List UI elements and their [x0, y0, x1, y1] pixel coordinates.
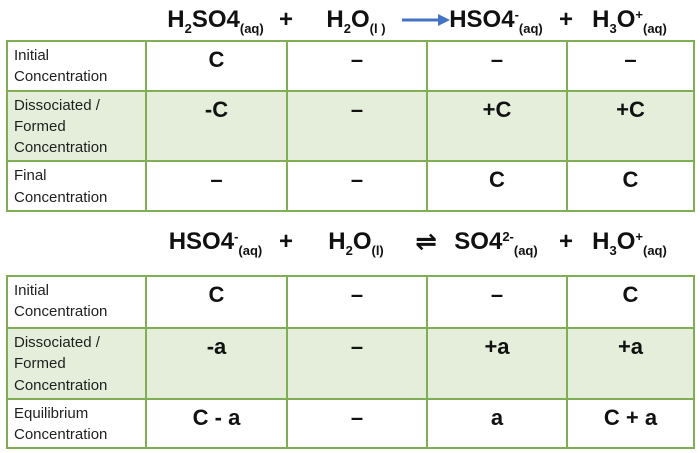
value-cell: – — [286, 89, 428, 163]
value-cell: – — [145, 160, 288, 213]
equilibrium-arrow-icon: ⇌ — [415, 227, 437, 257]
value-cell: C — [145, 40, 288, 92]
equation-2: HSO4-(aq) H2O(l) SO42-(aq) H3O+(aq) + ⇌ … — [6, 218, 693, 266]
formula-subscript: 2 — [184, 21, 192, 36]
row-label-dissociated: Dissociated / Formed Concentration — [6, 89, 147, 163]
formula-hso4: HSO4-(aq) — [426, 6, 566, 36]
value-cell: +a — [566, 327, 695, 400]
formula-charge-superscript: + — [635, 229, 643, 244]
formula-charge-superscript: - — [514, 7, 519, 22]
formula-charge-superscript: + — [635, 7, 643, 22]
formula-part: HSO4 — [168, 228, 235, 255]
formula-subscript: 3 — [609, 21, 617, 36]
table-row-initial: Initial Concentration C – – C — [6, 275, 695, 329]
formula-part: H — [167, 6, 185, 33]
formula-part: O — [616, 6, 636, 33]
plus-operator: + — [558, 6, 574, 33]
formula-h2o: H2O(l ) — [286, 6, 426, 36]
formula-h2so4: H2SO4(aq) — [145, 6, 286, 36]
formula-charge-superscript: - — [234, 229, 239, 244]
formula-state-subscript: (aq) — [238, 243, 263, 258]
row-label-dissociated: Dissociated / Formed Concentration — [6, 327, 147, 400]
row-label-final: Final Concentration — [6, 160, 147, 213]
formula-part: SO4 — [454, 228, 503, 255]
value-cell: – — [426, 40, 568, 92]
forward-arrow-icon — [401, 13, 451, 27]
plus-operator: + — [278, 6, 294, 33]
value-cell: -a — [145, 327, 288, 400]
formula-hso4: HSO4-(aq) — [145, 228, 286, 258]
value-cell: -C — [145, 89, 288, 163]
value-cell: – — [286, 275, 428, 329]
formula-part: O — [352, 228, 372, 255]
value-cell: – — [566, 40, 695, 92]
formula-part: H — [592, 6, 610, 33]
formula-part: H — [326, 6, 344, 33]
plus-operator: + — [558, 228, 574, 255]
formula-state-subscript: (aq) — [513, 243, 538, 258]
table-row-final: Final Concentration – – C C — [6, 160, 695, 213]
value-cell: – — [426, 275, 568, 329]
table-row-dissociated: Dissociated / Formed Concentration -C – … — [6, 89, 695, 163]
formula-state-subscript: (l ) — [369, 21, 386, 36]
value-cell: +a — [426, 327, 568, 400]
value-cell: a — [426, 397, 568, 450]
value-cell: – — [286, 40, 428, 92]
formula-so4: SO42-(aq) — [426, 228, 566, 258]
value-cell: C — [145, 275, 288, 329]
row-label-equilibrium: Equilibrium Concentration — [6, 397, 147, 450]
formula-state-subscript: (aq) — [643, 243, 667, 258]
value-cell: – — [286, 397, 428, 450]
formula-state-subscript: (aq) — [239, 21, 264, 36]
formula-state-subscript: (l) — [371, 243, 384, 258]
formula-state-subscript: (aq) — [643, 21, 667, 36]
ice-table-2: Initial Concentration C – – C Dissociate… — [6, 275, 695, 450]
row-label-initial: Initial Concentration — [6, 275, 147, 329]
formula-h3o: H3O+(aq) — [566, 228, 693, 258]
formula-subscript: 2 — [343, 21, 351, 36]
value-cell: C — [566, 275, 695, 329]
value-cell: C — [426, 160, 568, 213]
row-label-initial: Initial Concentration — [6, 40, 147, 92]
formula-part: HSO4 — [449, 6, 515, 33]
formula-state-subscript: (aq) — [518, 21, 543, 36]
plus-operator: + — [278, 228, 294, 255]
formula-h2o: H2O(l) — [286, 228, 426, 258]
value-cell: C — [566, 160, 695, 213]
equation-1: H2SO4(aq) H2O(l ) HSO4-(aq) H3O+(aq) + + — [6, 0, 693, 40]
formula-part: H — [592, 228, 610, 255]
value-cell: C - a — [145, 397, 288, 450]
formula-part: SO4 — [191, 6, 240, 33]
value-cell: C + a — [566, 397, 695, 450]
formula-charge-superscript: 2- — [502, 229, 514, 244]
value-cell: – — [286, 160, 428, 213]
value-cell: +C — [426, 89, 568, 163]
formula-part: O — [616, 228, 636, 255]
value-cell: +C — [566, 89, 695, 163]
table-row-dissociated: Dissociated / Formed Concentration -a – … — [6, 327, 695, 400]
formula-h3o: H3O+(aq) — [566, 6, 693, 36]
value-cell: – — [286, 327, 428, 400]
formula-subscript: 3 — [609, 243, 617, 258]
formula-part: H — [328, 228, 346, 255]
formula-subscript: 2 — [345, 243, 353, 258]
ice-table-1: Initial Concentration C – – – Dissociate… — [6, 40, 695, 213]
formula-part: O — [351, 6, 370, 33]
table-row-initial: Initial Concentration C – – – — [6, 40, 695, 92]
table-row-equilibrium: Equilibrium Concentration C - a – a C + … — [6, 397, 695, 450]
